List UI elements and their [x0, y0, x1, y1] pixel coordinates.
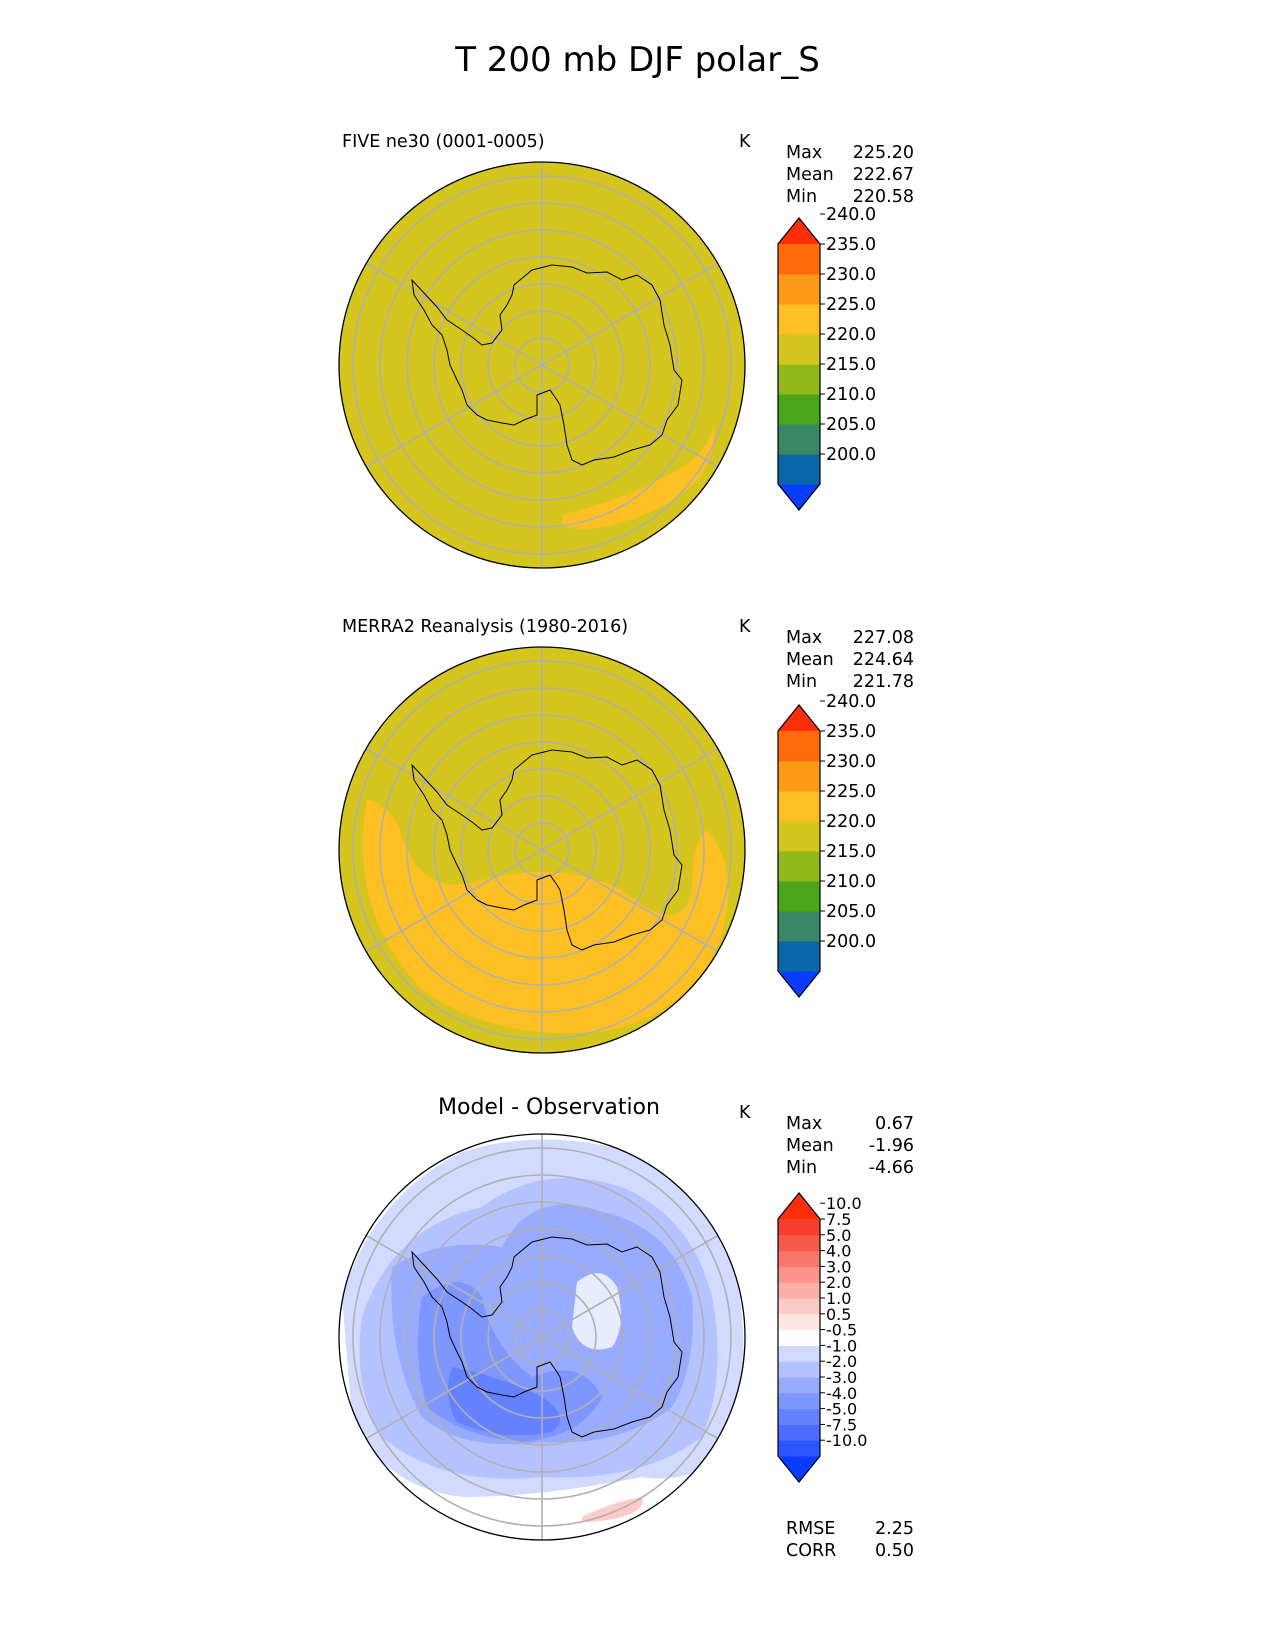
- stat-max-label: Max: [786, 628, 823, 648]
- stat-mean-label: Mean: [786, 165, 834, 185]
- panel-observation: MERRA2 Reanalysis (1980-2016) K Max 227.0…: [0, 617, 1275, 1097]
- stat-min-value: -4.66: [868, 1158, 914, 1178]
- rmse-value: 2.25: [875, 1519, 914, 1539]
- rmse-label: RMSE: [786, 1519, 836, 1539]
- unit-label: K: [739, 132, 751, 152]
- stats-box: Max 0.67 Mean -1.96 Min -4.66: [786, 1113, 914, 1179]
- stat-min-value: 221.78: [852, 672, 914, 692]
- stat-min-label: Min: [786, 672, 818, 692]
- panel-title: Model - Observation: [438, 1095, 660, 1120]
- stat-mean-value: 224.64: [852, 650, 914, 670]
- corr-value: 0.50: [875, 1541, 914, 1561]
- panel-model: FIVE ne30 (0001-0005) K Max 225.20 Mean 22…: [0, 132, 1275, 612]
- rmse-corr-box: RMSE 2.25 CORR 0.50: [786, 1518, 914, 1562]
- stat-max-value: 227.08: [852, 628, 914, 648]
- unit-label: K: [739, 617, 751, 637]
- panel-difference: Model - Observation K Max 0.67 Mean -1.96 …: [0, 1095, 1275, 1583]
- stat-max-label: Max: [786, 1114, 823, 1134]
- corr-label: CORR: [786, 1541, 837, 1561]
- stat-max-label: Max: [786, 143, 823, 163]
- stat-mean-label: Mean: [786, 1136, 834, 1156]
- stat-min-label: Min: [786, 1158, 818, 1178]
- unit-label: K: [739, 1103, 751, 1123]
- stat-min-label: Min: [786, 187, 818, 207]
- panel-title: FIVE ne30 (0001-0005): [342, 132, 545, 152]
- stat-mean-value: -1.96: [868, 1136, 914, 1156]
- stat-max-value: 225.20: [852, 143, 914, 163]
- panel-title: MERRA2 Reanalysis (1980-2016): [342, 617, 629, 637]
- stat-max-value: 0.67: [875, 1114, 914, 1134]
- stat-mean-value: 222.67: [852, 165, 914, 185]
- figure-title: T 200 mb DJF polar_S: [455, 40, 820, 80]
- stats-box: Max 227.08 Mean 224.64 Min 221.78: [786, 627, 914, 693]
- stat-mean-label: Mean: [786, 650, 834, 670]
- stat-min-value: 220.58: [852, 187, 914, 207]
- stats-box: Max 225.20 Mean 222.67 Min 220.58: [786, 142, 914, 208]
